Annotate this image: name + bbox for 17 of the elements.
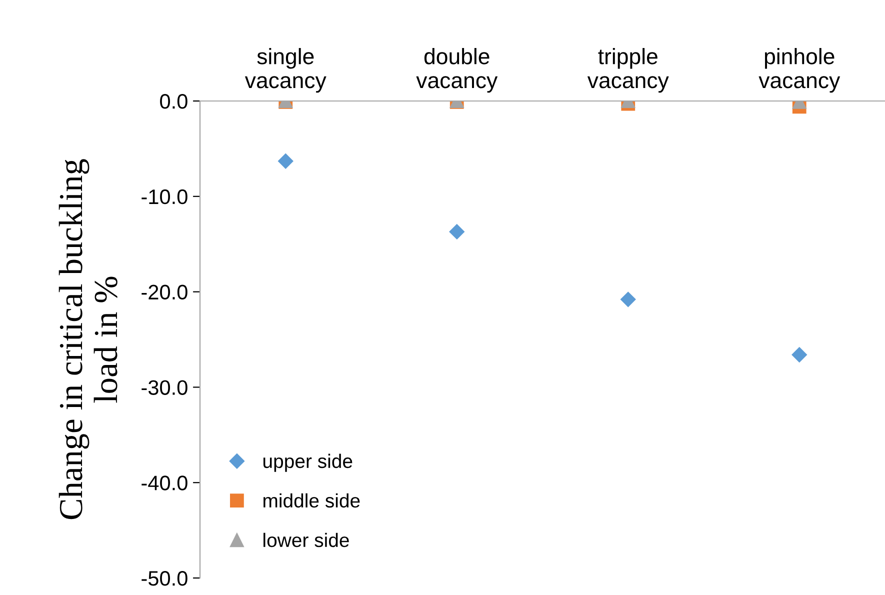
y-axis-title: Change in critical buckling load in % [58, 159, 118, 520]
y-tick-label: -20.0 [142, 284, 188, 300]
point [620, 292, 636, 307]
legend-label: lower side [264, 532, 349, 548]
legend-label: upper side [263, 454, 352, 472]
y-tick-label: -50.0 [142, 571, 188, 586]
y-tick-label: -10.0 [142, 189, 188, 204]
point [449, 224, 464, 240]
legend-label: middle side [264, 493, 360, 508]
y-tick-label: -30.0 [142, 380, 188, 395]
y-tick-label: 0.0 [160, 94, 188, 109]
x-tick-label: pinhole vacancy [758, 48, 840, 93]
x-tick-label: single vacancy [244, 48, 326, 93]
x-tick-label: double vacancy [416, 48, 498, 93]
point [792, 347, 807, 362]
x-tick-label: tripple vacancy [587, 48, 669, 93]
y-tick-label: -40.0 [142, 476, 188, 490]
